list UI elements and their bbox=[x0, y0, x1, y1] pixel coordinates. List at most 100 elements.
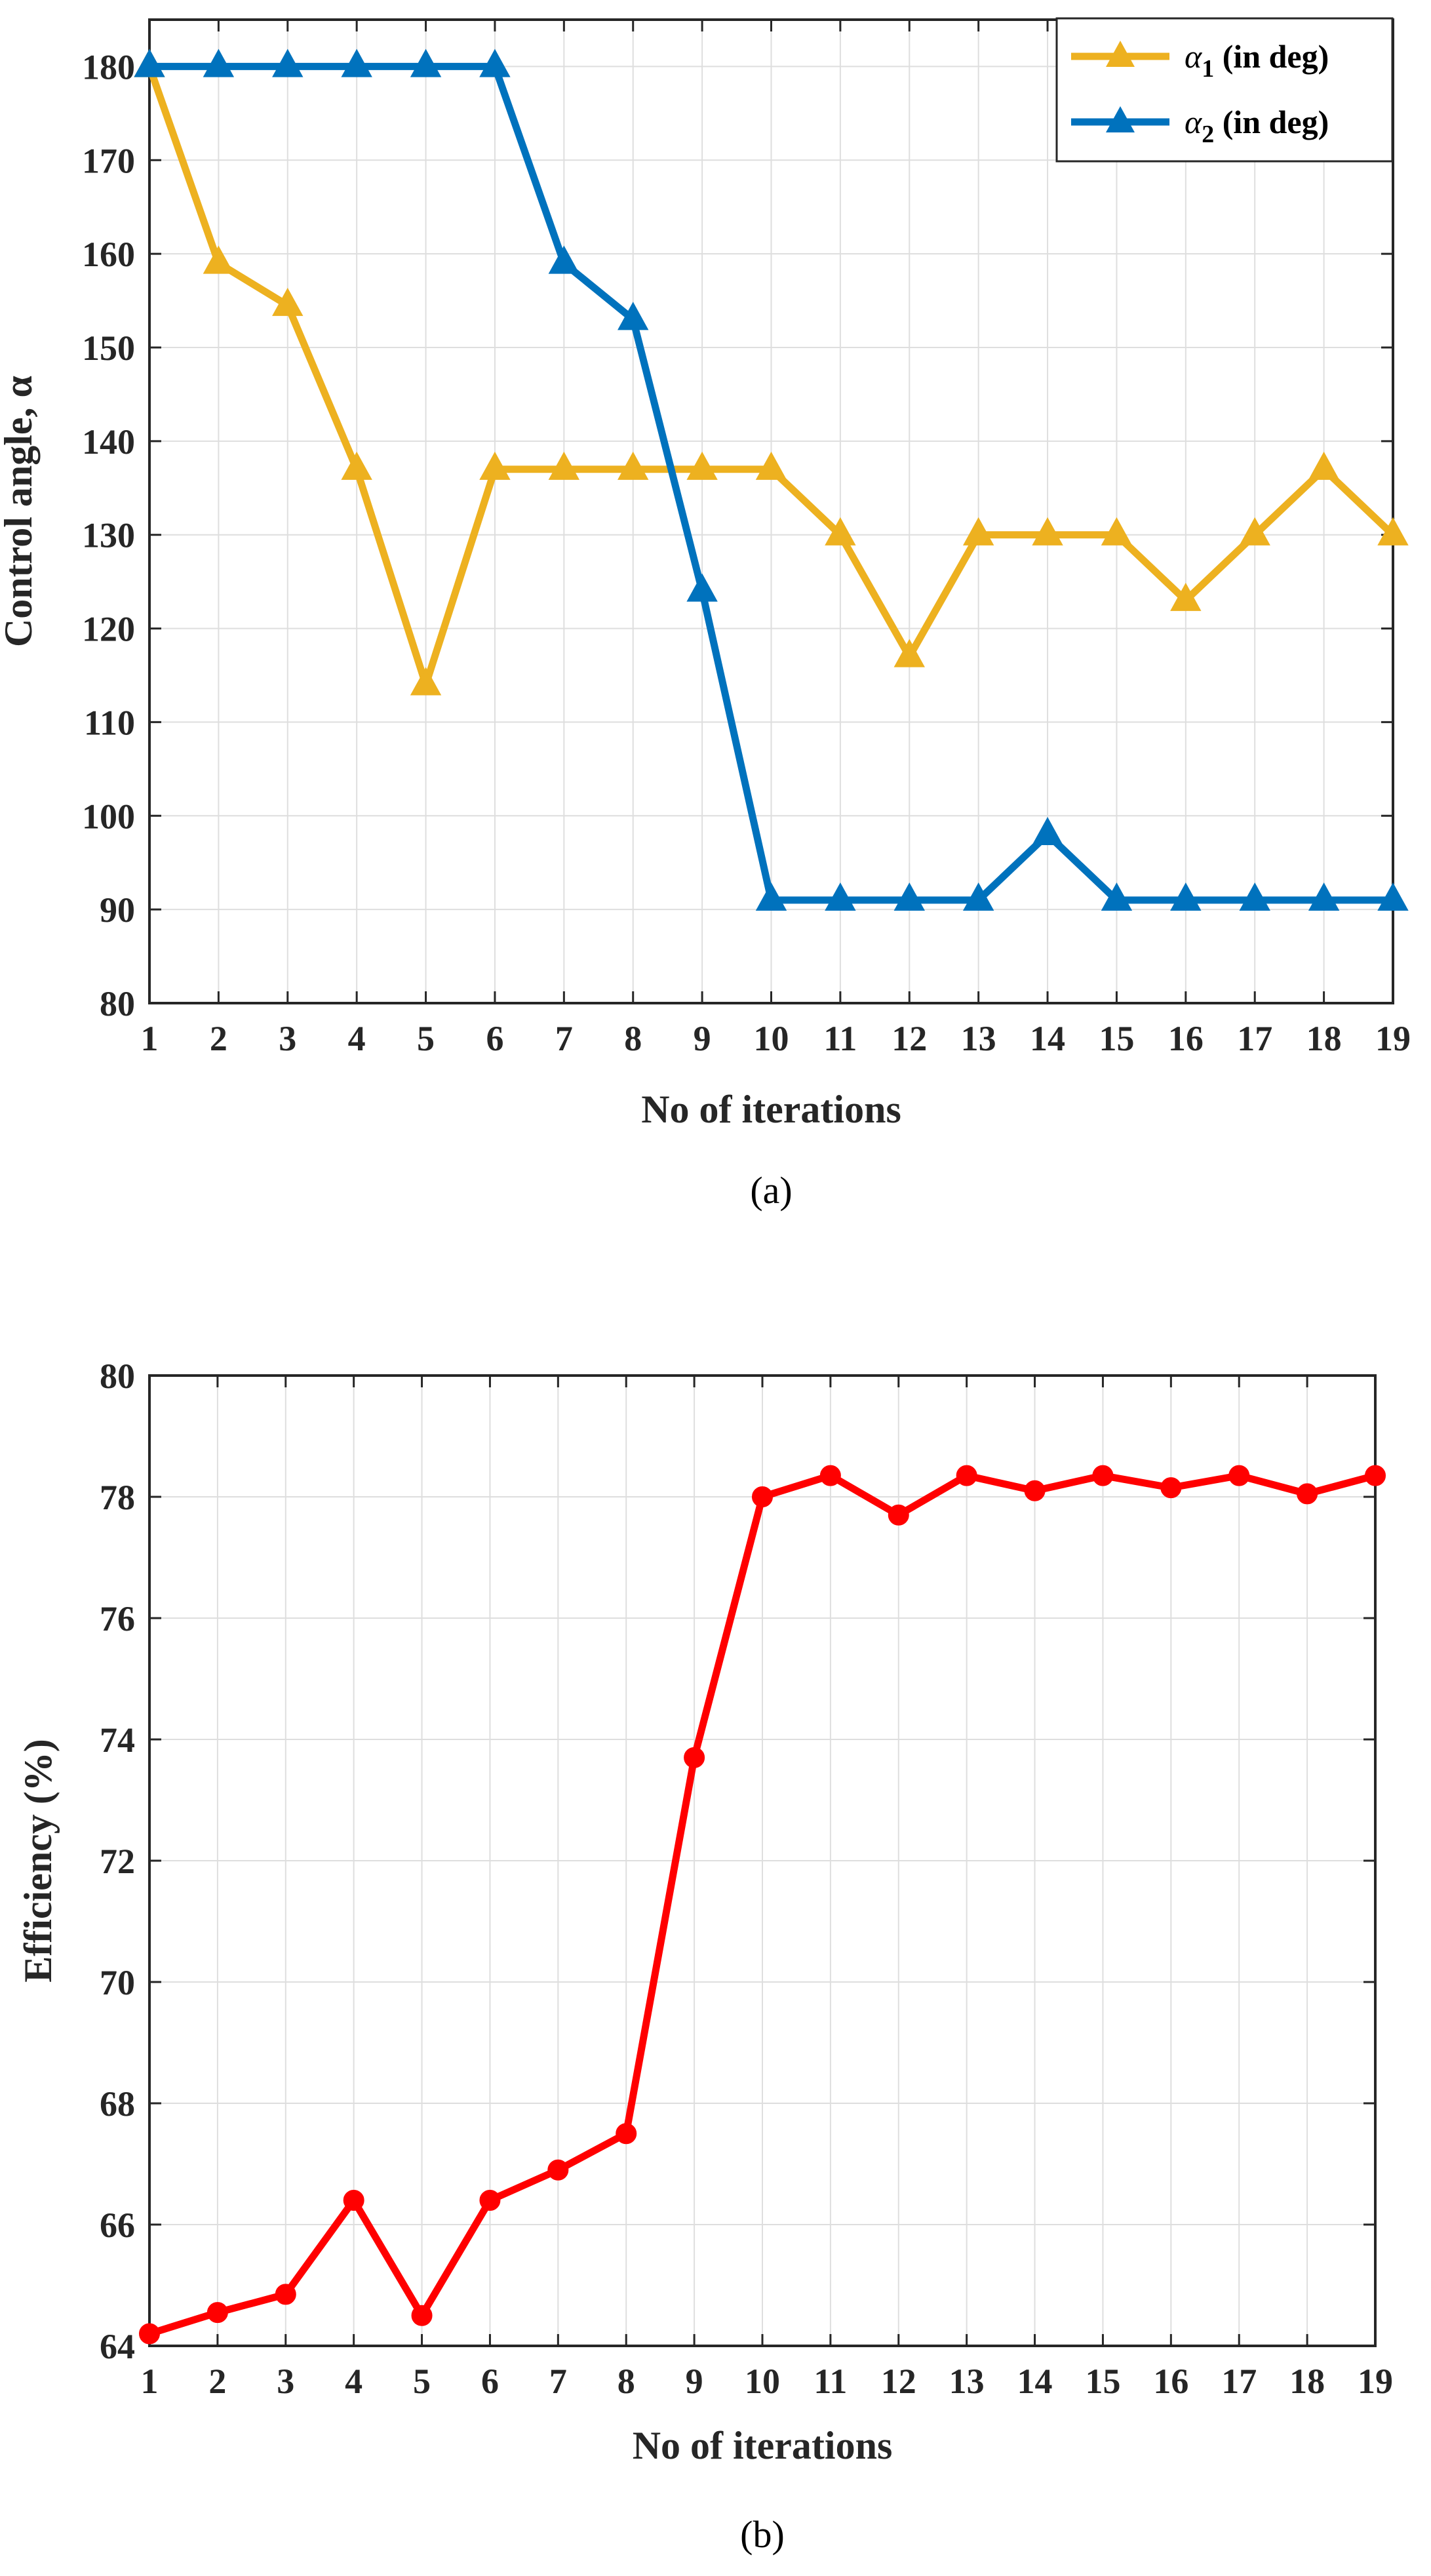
x-axis-label: No of iterations bbox=[633, 2424, 893, 2467]
series-1-point bbox=[1032, 517, 1063, 545]
series-1-point bbox=[203, 245, 235, 274]
series-1-point bbox=[819, 1465, 841, 1486]
legend-marker-2 bbox=[1106, 106, 1135, 132]
x-tick-label: 17 bbox=[1221, 2362, 1257, 2401]
x-tick-label: 16 bbox=[1153, 2362, 1188, 2401]
series-2-point bbox=[893, 882, 925, 911]
y-tick-label: 80 bbox=[100, 1357, 135, 1396]
series-1-point bbox=[341, 451, 372, 480]
x-tick-label: 7 bbox=[555, 1019, 573, 1058]
series-2-point bbox=[341, 49, 372, 77]
legend-suffix: (in deg) bbox=[1214, 104, 1329, 140]
series-1-point bbox=[139, 2323, 160, 2345]
caption: (b) bbox=[740, 2513, 785, 2556]
x-tick-label: 3 bbox=[279, 1019, 296, 1058]
y-tick-label: 170 bbox=[82, 141, 135, 180]
series-1-point bbox=[1239, 517, 1270, 545]
x-tick-label: 9 bbox=[686, 2362, 703, 2401]
series-2-point bbox=[1032, 816, 1063, 846]
series-2-point bbox=[825, 882, 856, 911]
series-1-point bbox=[684, 1747, 705, 1768]
x-tick-label: 11 bbox=[814, 2362, 847, 2401]
legend-subscript: 2 bbox=[1202, 121, 1214, 148]
series-2-point bbox=[410, 49, 442, 77]
y-tick-label: 100 bbox=[82, 797, 135, 836]
series-1-point bbox=[686, 451, 718, 480]
x-tick-label: 1 bbox=[141, 2362, 159, 2401]
legend-symbol: α bbox=[1185, 104, 1203, 140]
series-1-point bbox=[1092, 1465, 1114, 1486]
series-1-point bbox=[1297, 1483, 1318, 1505]
caption: (a) bbox=[750, 1169, 792, 1212]
series-1-point bbox=[1024, 1480, 1046, 1501]
x-tick-label: 18 bbox=[1289, 2362, 1325, 2401]
x-tick-label: 1 bbox=[141, 1019, 159, 1058]
series-2-point bbox=[272, 49, 304, 77]
series-1-point bbox=[825, 517, 856, 545]
series-2-point bbox=[479, 49, 511, 77]
series-1-point bbox=[752, 1486, 773, 1507]
x-tick-label: 15 bbox=[1085, 2362, 1120, 2401]
series-2-point bbox=[1101, 882, 1133, 911]
x-tick-label: 12 bbox=[881, 2362, 916, 2401]
y-tick-label: 66 bbox=[100, 2206, 135, 2245]
series-1-point bbox=[275, 2284, 296, 2305]
series-1-point bbox=[272, 287, 304, 316]
y-tick-label: 120 bbox=[82, 610, 135, 649]
series-1-point bbox=[411, 2305, 433, 2326]
x-tick-label: 14 bbox=[1017, 2362, 1053, 2401]
series-2-point bbox=[962, 882, 994, 911]
y-tick-label: 130 bbox=[82, 516, 135, 555]
x-tick-label: 8 bbox=[624, 1019, 642, 1058]
legend-label-2: α2 (in deg) bbox=[1185, 104, 1329, 148]
series-1-point bbox=[616, 2123, 637, 2145]
x-tick-label: 5 bbox=[417, 1019, 435, 1058]
chart-a-control-angle: 1 2 3 4 5 6 7 8 9 10 11 12 13 14 15 16 17 18 1980901001101… bbox=[0, 17, 1411, 1212]
series-1-point bbox=[962, 517, 994, 545]
x-tick-label: 13 bbox=[949, 2362, 985, 2401]
y-tick-label: 160 bbox=[82, 235, 135, 274]
series-1-point bbox=[1365, 1465, 1386, 1486]
y-tick-label: 110 bbox=[84, 703, 135, 742]
x-tick-label: 2 bbox=[210, 1019, 227, 1058]
series-1-point bbox=[956, 1465, 977, 1486]
series-1-point bbox=[206, 2302, 228, 2324]
series-1-point bbox=[888, 1504, 909, 1526]
series-1-point bbox=[343, 2190, 364, 2211]
legend-suffix: (in deg) bbox=[1214, 38, 1329, 75]
series-1-point bbox=[479, 451, 511, 480]
y-tick-label: 180 bbox=[82, 47, 135, 87]
series-2-point bbox=[686, 573, 718, 602]
y-tick-label: 90 bbox=[100, 890, 135, 930]
y-tick-label: 150 bbox=[82, 328, 135, 368]
legend: α1 (in deg)α2 (in deg) bbox=[1055, 17, 1394, 163]
x-tick-label: 5 bbox=[413, 2362, 431, 2401]
x-tick-label: 3 bbox=[277, 2362, 294, 2401]
x-tick-label: 8 bbox=[617, 2362, 635, 2401]
legend-box bbox=[1055, 17, 1394, 163]
x-tick-label: 19 bbox=[1375, 1019, 1411, 1058]
y-tick-label: 72 bbox=[100, 1842, 135, 1881]
x-tick-label: 11 bbox=[823, 1019, 857, 1058]
series-1-point bbox=[1377, 517, 1409, 545]
series-1-point bbox=[1228, 1465, 1250, 1486]
chart-b-efficiency: 1 2 3 4 5 6 7 8 9 10 11 12 13 14 15 16 17 18 1964666870727… bbox=[16, 1357, 1393, 2556]
legend-subscript: 1 bbox=[1202, 55, 1214, 83]
series-2-point bbox=[134, 49, 165, 77]
x-tick-label: 4 bbox=[345, 2362, 363, 2401]
x-tick-label: 10 bbox=[745, 2362, 780, 2401]
series-1-point bbox=[755, 451, 787, 480]
x-tick-label: 4 bbox=[348, 1019, 366, 1058]
x-tick-label: 6 bbox=[481, 2362, 499, 2401]
x-tick-label: 13 bbox=[961, 1019, 996, 1058]
series-1-point bbox=[1160, 1477, 1182, 1499]
series-2-point bbox=[1377, 882, 1409, 911]
x-tick-label: 9 bbox=[694, 1019, 711, 1058]
y-tick-label: 140 bbox=[82, 422, 135, 462]
x-tick-label: 17 bbox=[1237, 1019, 1272, 1058]
series-1-point bbox=[1101, 517, 1133, 545]
legend-marker-1 bbox=[1106, 41, 1135, 67]
y-tick-label: 80 bbox=[100, 984, 135, 1023]
x-tick-label: 6 bbox=[486, 1019, 503, 1058]
